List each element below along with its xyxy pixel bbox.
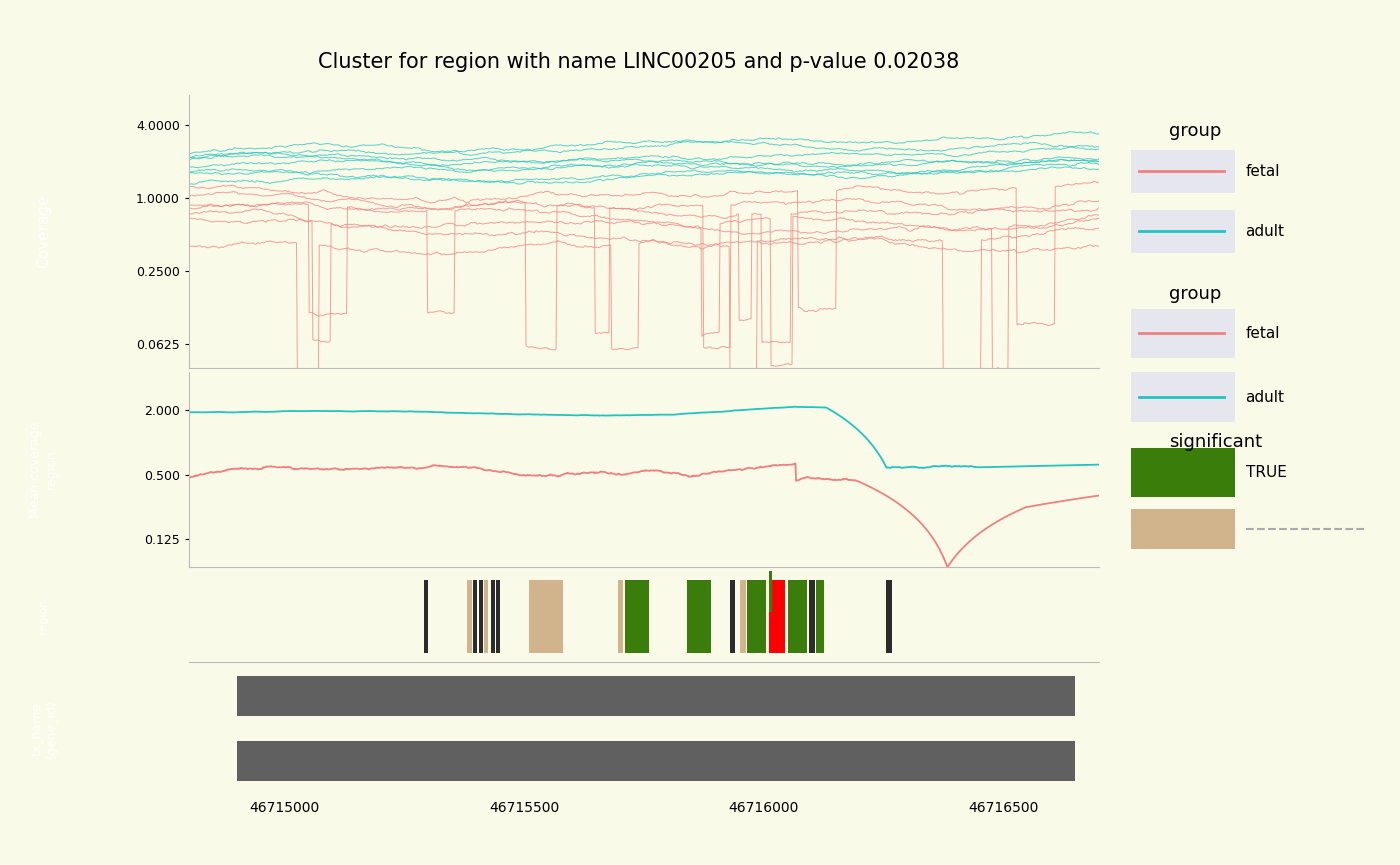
- Bar: [731, 580, 735, 652]
- Bar: [886, 580, 892, 652]
- Bar: [1131, 373, 1235, 422]
- Text: adult: adult: [1246, 224, 1285, 239]
- Text: adult: adult: [1246, 389, 1285, 405]
- Text: Mean coverage
region: Mean coverage region: [29, 421, 57, 517]
- Text: fetal: fetal: [1246, 326, 1280, 341]
- Bar: [1131, 509, 1235, 549]
- Bar: [748, 580, 766, 652]
- Bar: [617, 580, 623, 652]
- Bar: [483, 580, 489, 652]
- Bar: [237, 741, 1075, 781]
- Text: fetal: fetal: [1246, 164, 1280, 179]
- Text: significant: significant: [1169, 433, 1263, 452]
- Text: Cluster for region with name LINC00205 and p-value 0.02038: Cluster for region with name LINC00205 a…: [318, 52, 959, 72]
- Bar: [769, 580, 785, 652]
- Bar: [687, 580, 711, 652]
- Bar: [529, 580, 563, 652]
- Text: TRUE: TRUE: [1246, 465, 1287, 480]
- Bar: [788, 580, 806, 652]
- Text: chr21 -: chr21 -: [335, 109, 389, 125]
- Bar: [424, 580, 428, 652]
- Bar: [466, 580, 472, 652]
- Bar: [739, 580, 746, 652]
- Bar: [1131, 309, 1235, 358]
- Bar: [809, 580, 815, 652]
- Bar: [473, 580, 477, 652]
- Text: group: group: [1169, 122, 1222, 140]
- Bar: [237, 676, 1075, 716]
- Bar: [1131, 448, 1235, 497]
- Bar: [1131, 209, 1235, 253]
- Bar: [624, 580, 648, 652]
- Text: tx_name
(gene_id): tx_name (gene_id): [29, 699, 57, 759]
- Text: group: group: [1169, 285, 1222, 304]
- Bar: [769, 571, 773, 612]
- Bar: [496, 580, 500, 652]
- Text: region: region: [38, 599, 49, 634]
- Bar: [479, 580, 483, 652]
- Bar: [1131, 150, 1235, 193]
- Text: Coverage: Coverage: [36, 195, 50, 268]
- Bar: [491, 580, 494, 652]
- Bar: [816, 580, 823, 652]
